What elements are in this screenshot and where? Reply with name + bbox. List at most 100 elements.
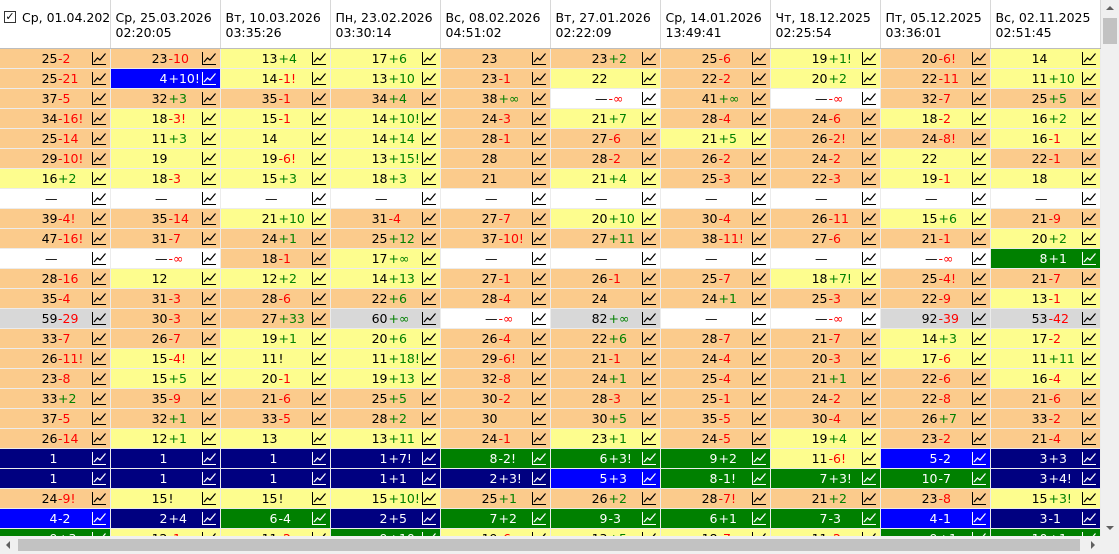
trend-chart-icon[interactable]	[861, 451, 877, 466]
trend-chart-icon[interactable]	[641, 91, 657, 106]
trend-chart-icon[interactable]	[751, 191, 767, 206]
trend-chart-icon[interactable]	[531, 511, 547, 526]
trend-chart-icon[interactable]	[91, 171, 107, 186]
rank-cell[interactable]: 9+1	[880, 528, 991, 536]
trend-chart-icon[interactable]	[201, 131, 217, 146]
rank-cell[interactable]: 33 +2	[0, 388, 111, 409]
trend-chart-icon[interactable]	[751, 351, 767, 366]
trend-chart-icon[interactable]	[311, 511, 327, 526]
rank-cell[interactable]: 5 +3	[550, 468, 661, 489]
scroll-down-button[interactable]	[1101, 519, 1119, 536]
trend-chart-icon[interactable]	[861, 351, 877, 366]
rank-cell[interactable]: 1	[0, 468, 111, 489]
rank-cell[interactable]: 8 -1!	[660, 468, 771, 489]
trend-chart-icon[interactable]	[751, 311, 767, 326]
rank-cell[interactable]: 4 -1	[880, 508, 991, 529]
trend-chart-icon[interactable]	[91, 291, 107, 306]
trend-chart-icon[interactable]	[641, 491, 657, 506]
rank-cell[interactable]: —	[0, 188, 111, 209]
rank-cell[interactable]: 32 +3	[110, 88, 221, 109]
rank-cell[interactable]: 20 +6	[330, 328, 441, 349]
rank-cell[interactable]: 11!	[220, 348, 331, 369]
trend-chart-icon[interactable]	[421, 91, 437, 106]
rank-cell[interactable]: 24 +1	[220, 228, 331, 249]
rank-cell[interactable]: 21 -6	[990, 388, 1101, 409]
rank-cell[interactable]: 11 -6!	[770, 448, 881, 469]
rank-cell[interactable]: 30 +5	[550, 408, 661, 429]
rank-cell[interactable]: 20 +2	[770, 68, 881, 89]
rank-cell[interactable]: 23 -10	[110, 48, 221, 69]
rank-cell[interactable]: 37 -10!	[440, 228, 551, 249]
rank-cell[interactable]: —	[660, 248, 771, 269]
rank-cell[interactable]: 23 +1	[550, 428, 661, 449]
trend-chart-icon[interactable]	[1081, 131, 1097, 146]
trend-chart-icon[interactable]	[311, 51, 327, 66]
trend-chart-icon[interactable]	[641, 71, 657, 86]
rank-cell[interactable]: 12 +2	[220, 268, 331, 289]
rank-cell[interactable]: 14 +3	[880, 328, 991, 349]
rank-cell[interactable]: 17 +∞	[330, 248, 441, 269]
trend-chart-icon[interactable]	[201, 311, 217, 326]
trend-chart-icon[interactable]	[751, 511, 767, 526]
rank-cell[interactable]: 21 -7	[990, 268, 1101, 289]
trend-chart-icon[interactable]	[861, 171, 877, 186]
trend-chart-icon[interactable]	[311, 311, 327, 326]
rank-cell[interactable]: 27 +11	[550, 228, 661, 249]
scroll-left-button[interactable]	[0, 536, 17, 554]
rank-cell[interactable]: 8 +1	[990, 248, 1101, 269]
rank-cell[interactable]: —	[0, 248, 111, 269]
rank-cell[interactable]: 28 -6	[220, 288, 331, 309]
rank-cell[interactable]: 24 +1	[550, 368, 661, 389]
rank-cell[interactable]: 60 +∞	[330, 308, 441, 329]
rank-cell[interactable]: 17 +6	[330, 48, 441, 69]
rank-cell[interactable]: 24 -2	[770, 148, 881, 169]
trend-chart-icon[interactable]	[201, 251, 217, 266]
rank-cell[interactable]: 26 -11!	[0, 348, 111, 369]
trend-chart-icon[interactable]	[1081, 231, 1097, 246]
trend-chart-icon[interactable]	[311, 211, 327, 226]
rank-cell[interactable]: 6 +3!	[550, 448, 661, 469]
trend-chart-icon[interactable]	[91, 51, 107, 66]
rank-cell[interactable]: 14 -1!	[220, 68, 331, 89]
trend-chart-icon[interactable]	[861, 511, 877, 526]
rank-cell[interactable]: 20 -3	[770, 348, 881, 369]
trend-chart-icon[interactable]	[751, 231, 767, 246]
rank-cell[interactable]: 38 -11!	[660, 228, 771, 249]
trend-chart-icon[interactable]	[861, 231, 877, 246]
rank-cell[interactable]: 24 -2	[770, 388, 881, 409]
trend-chart-icon[interactable]	[1081, 451, 1097, 466]
rank-cell[interactable]: 21 -1	[550, 348, 661, 369]
trend-chart-icon[interactable]	[201, 491, 217, 506]
rank-cell[interactable]: 28 -4	[440, 288, 551, 309]
rank-cell[interactable]: 31 -3	[110, 288, 221, 309]
trend-chart-icon[interactable]	[971, 391, 987, 406]
rank-cell[interactable]: 12	[110, 268, 221, 289]
rank-cell[interactable]: 19 -1	[880, 168, 991, 189]
trend-chart-icon[interactable]	[1081, 211, 1097, 226]
trend-chart-icon[interactable]	[971, 91, 987, 106]
rank-cell[interactable]: 5 -2	[880, 448, 991, 469]
rank-cell[interactable]: —	[440, 188, 551, 209]
rank-cell[interactable]: 21 +10	[220, 208, 331, 229]
rank-cell[interactable]: 23 -8	[0, 368, 111, 389]
rank-cell[interactable]: —	[660, 308, 771, 329]
trend-chart-icon[interactable]	[421, 451, 437, 466]
trend-chart-icon[interactable]	[971, 231, 987, 246]
trend-chart-icon[interactable]	[421, 471, 437, 486]
trend-chart-icon[interactable]	[641, 291, 657, 306]
rank-cell[interactable]: 21 -4	[990, 428, 1101, 449]
rank-cell[interactable]: 22 -3	[770, 168, 881, 189]
trend-chart-icon[interactable]	[421, 231, 437, 246]
rank-cell[interactable]: 25 +12	[330, 228, 441, 249]
trend-chart-icon[interactable]	[971, 371, 987, 386]
trend-chart-icon[interactable]	[971, 471, 987, 486]
trend-chart-icon[interactable]	[861, 71, 877, 86]
trend-chart-icon[interactable]	[91, 71, 107, 86]
trend-chart-icon[interactable]	[91, 491, 107, 506]
column-header-7[interactable]: Чт, 18.12.2025 02:25:54	[770, 0, 881, 49]
rank-cell[interactable]: 1 +1	[330, 468, 441, 489]
trend-chart-icon[interactable]	[751, 411, 767, 426]
trend-chart-icon[interactable]	[1081, 311, 1097, 326]
trend-chart-icon[interactable]	[201, 511, 217, 526]
trend-chart-icon[interactable]	[751, 211, 767, 226]
